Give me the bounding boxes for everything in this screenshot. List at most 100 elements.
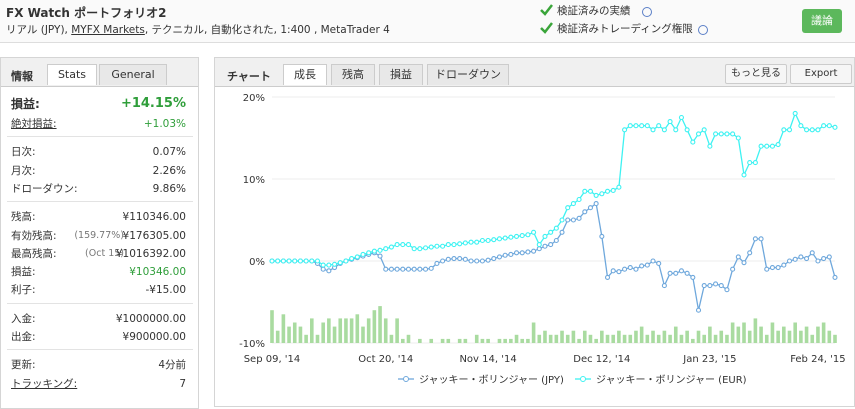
tab[interactable]: Stats [47,64,97,85]
stat-row: 絶対損益: +1.03% [11,115,186,133]
point-marker [440,258,446,264]
point-marker [269,258,275,264]
volume-bar [582,330,587,343]
volume-bar [304,334,308,343]
stat-row: ドローダウン: 9.86% [11,180,186,198]
point-marker [405,266,412,272]
tab[interactable]: ドローダウン [427,64,509,85]
legend-marker [403,376,409,382]
point-marker [786,127,793,133]
point-marker [508,251,514,257]
point-marker [314,258,321,264]
point-marker [576,196,582,203]
check-icon [540,4,553,16]
help-icon[interactable] [642,7,652,17]
stat-label: トラッキング: [11,377,78,390]
volume-bar [349,318,354,343]
volume-bar [366,318,371,343]
volume-bar [753,318,758,343]
more-button[interactable]: もっと見る [725,64,787,84]
tab[interactable]: General [99,64,167,85]
point-marker [388,266,394,272]
point-marker [485,257,491,263]
discuss-button[interactable]: 議論 [802,9,842,33]
point-marker [690,139,696,145]
volume-bar [799,330,803,343]
point-marker [792,256,798,262]
point-marker [428,265,434,271]
tab[interactable]: 残高 [331,64,375,85]
separator [7,136,193,138]
point-marker [434,243,440,249]
point-marker [775,265,781,271]
point-marker [599,191,605,197]
point-marker [417,266,423,272]
point-marker [570,217,576,223]
point-marker [383,246,389,252]
subtitle: リアル (JPY), MYFX Markets, テクニカル, 自動化された, … [6,22,390,37]
stat-label: 絶対損益: [11,118,57,130]
series-line [272,202,836,311]
volume-bar [611,334,616,343]
volume-bar [292,322,297,343]
tab[interactable]: 損益 [379,64,423,85]
point-marker [730,266,736,272]
volume-bar [770,322,775,343]
volume-bar [679,334,684,343]
stat-value: 0.07% [152,146,186,159]
point-marker [809,250,815,256]
point-marker [752,160,758,166]
broker-link[interactable]: MYFX Markets [71,24,145,36]
volume-bar [298,326,303,343]
volume-bar [270,310,274,343]
point-marker [366,250,372,256]
x-tick-label: Feb 24, '15 [790,354,845,365]
point-marker [821,123,827,129]
point-marker [792,110,798,116]
point-marker [678,268,685,274]
tab[interactable]: 成長 [283,64,327,85]
point-marker [337,260,343,266]
point-marker [536,242,542,248]
point-marker [707,283,713,289]
volume-bar [327,318,331,343]
volume-bar [315,334,320,343]
volume-bar [702,334,707,343]
x-tick-label: Dec 12, '14 [573,354,630,365]
point-marker [633,266,639,272]
point-marker [394,242,400,248]
volume-bar [673,326,678,343]
verified-icons [540,4,708,35]
point-marker [383,266,389,272]
volume-bar [787,330,792,343]
x-tick-label: Sep 09, '14 [244,354,301,365]
stat-value: ¥1016392.00 [115,247,186,260]
point-marker [741,260,747,266]
volume-bar [821,322,826,343]
volume-bar [463,338,468,343]
point-marker [821,255,827,262]
point-marker [798,254,804,260]
volume-bar [344,318,348,343]
y-tick-label: 0% [249,257,265,268]
point-marker [513,233,520,239]
volume-bar [554,334,559,343]
help-icon[interactable] [698,25,708,35]
volume-bar [406,334,411,343]
point-marker [701,127,707,133]
stat-value: +1.03% [143,118,186,130]
volume-bar [662,330,667,343]
export-button[interactable]: Export [790,64,852,84]
point-marker [559,229,565,235]
point-marker [565,217,571,223]
volume-bar [474,334,479,343]
point-marker [764,266,770,272]
point-marker [809,127,815,133]
volume-bar [622,334,627,343]
volume-bar [634,330,638,343]
separator [7,302,193,304]
stat-row: 損益: +14.15% [11,95,186,113]
point-marker [548,229,554,235]
point-marker [667,119,673,125]
point-marker [639,263,645,269]
